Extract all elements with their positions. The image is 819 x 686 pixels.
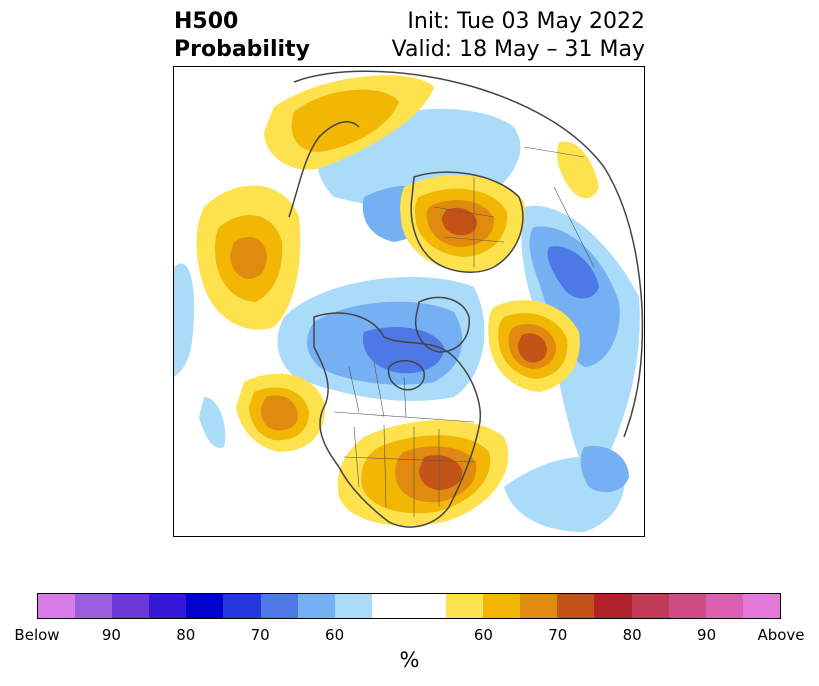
colorbar-tick-labels: Below 90 80 70 60 60 70 80 90 Above <box>14 626 804 646</box>
tick-label-above-60: 60 <box>473 626 493 644</box>
tick-label-below-90: 90 <box>101 626 121 644</box>
coastlines <box>288 70 644 528</box>
colorbar-swatch <box>186 594 224 618</box>
tick-label-above-90: 90 <box>697 626 717 644</box>
above-region-east-asia <box>557 141 599 199</box>
greenland-coast <box>414 296 470 353</box>
above-core-alaska <box>291 89 399 152</box>
map-title: H500 Probability <box>174 8 310 64</box>
us-state-lines <box>343 424 475 517</box>
tick-label-above: Above <box>757 626 805 644</box>
colorbar-swatch <box>631 594 669 618</box>
colorbar-swatch <box>408 594 447 618</box>
probability-map <box>173 66 645 537</box>
above-peak-atlantic <box>517 333 547 363</box>
colorbar-swatch <box>75 594 113 618</box>
us-canada-border <box>333 411 475 423</box>
asia-coast <box>293 70 644 438</box>
tick-label-above-80: 80 <box>622 626 642 644</box>
above-normal-shading <box>196 75 599 526</box>
below-region-east-pacific <box>174 263 194 377</box>
above-peak-europe <box>441 207 477 236</box>
above-max-north-pacific <box>260 395 298 431</box>
colorbar-swatch <box>334 594 372 618</box>
tick-label-below-70: 70 <box>250 626 270 644</box>
below-core-atlantic <box>580 446 629 493</box>
date-info: Init: Tue 03 May 2022 Valid: 18 May – 31… <box>392 8 645 64</box>
below-region-north-atlantic <box>199 397 226 448</box>
colorbar-swatch <box>594 594 632 618</box>
colorbar-unit-label: % <box>399 648 420 672</box>
colorbar <box>37 593 781 619</box>
map-canvas <box>174 70 644 532</box>
below-normal-shading <box>174 108 640 532</box>
init-date: Init: Tue 03 May 2022 <box>407 9 645 34</box>
eurasia-country-lines <box>433 146 595 268</box>
valid-range: Valid: 18 May – 31 May <box>391 37 645 62</box>
below-max-siberia <box>547 246 599 299</box>
colorbar-swatch <box>557 594 595 618</box>
canada-province-lines <box>348 361 407 418</box>
colorbar-swatch <box>149 594 187 618</box>
above-peak-eastern-us <box>419 455 463 490</box>
tick-label-below: Below <box>14 626 60 644</box>
colorbar-swatch <box>742 594 780 618</box>
north-america-coast <box>313 312 481 528</box>
above-max-northeast-pacific <box>230 236 267 279</box>
colorbar-swatch <box>371 594 409 618</box>
tick-label-below-80: 80 <box>176 626 196 644</box>
colorbar-swatch <box>38 594 76 618</box>
below-max-canada <box>363 327 444 374</box>
tick-label-below-60: 60 <box>325 626 345 644</box>
hudson-bay-coast <box>387 360 425 391</box>
colorbar-swatch <box>668 594 706 618</box>
alaska-coast <box>288 121 360 218</box>
europe-coast <box>410 171 524 273</box>
colorbar-swatch <box>297 594 335 618</box>
variable-label: H500 <box>174 9 239 34</box>
colorbar-swatch <box>260 594 298 618</box>
subtitle-label: Probability <box>174 37 310 62</box>
colorbar-swatch <box>483 594 521 618</box>
colorbar-swatch <box>446 594 484 618</box>
colorbar-swatch <box>223 594 261 618</box>
tick-label-above-70: 70 <box>548 626 568 644</box>
political-borders <box>333 146 595 517</box>
colorbar-swatch <box>112 594 150 618</box>
colorbar-swatch <box>520 594 558 618</box>
colorbar-swatch <box>705 594 743 618</box>
